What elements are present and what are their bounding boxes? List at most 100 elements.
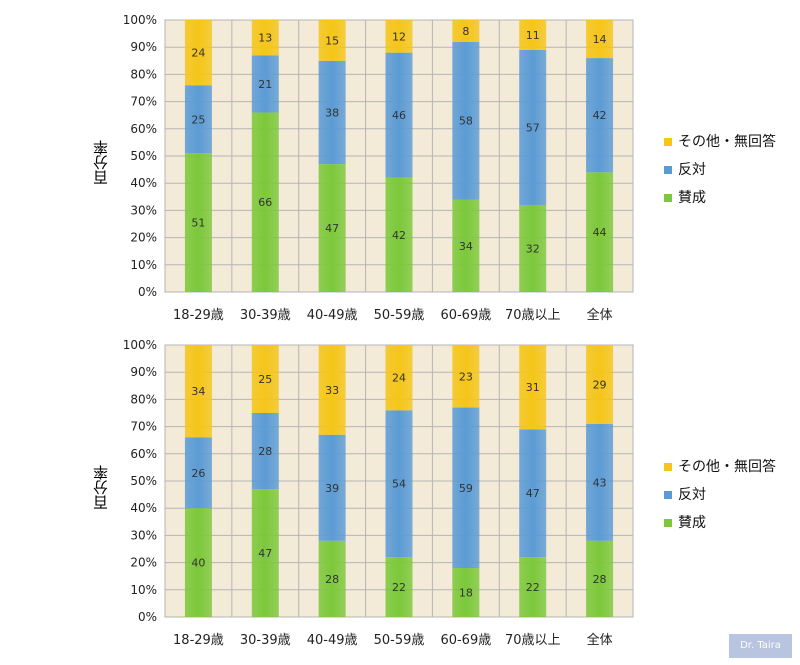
bar-segment-oppose (519, 429, 547, 558)
y-tick-label: 60% (130, 122, 157, 136)
female-stacked-bar-chart: 0% 10% 20% 30% 40% 50% 60% 70% 80% 90% 100% 40 26 34 1… (123, 338, 634, 648)
bar-segment-other (519, 345, 547, 430)
bar-segment-other (318, 345, 346, 435)
data-label: 15 (325, 34, 339, 47)
bar-segment-approve (385, 557, 413, 617)
bar-segment-other (586, 20, 614, 59)
x-tick-label: 18-29歳 (173, 308, 224, 323)
data-label: 32 (526, 242, 540, 255)
data-label: 58 (459, 115, 473, 128)
data-label: 21 (258, 78, 272, 91)
y-tick-label: 40% (130, 176, 157, 190)
x-tick-label: 70歳以上 (505, 308, 561, 323)
y-tick-label: 80% (130, 67, 157, 81)
legend-item-approve: 賛成 (664, 512, 706, 532)
data-label: 57 (526, 121, 540, 134)
y-tick-label: 20% (130, 231, 157, 245)
bar-segment-approve (586, 172, 614, 292)
bar-segment-oppose (452, 407, 480, 569)
bar-segment-oppose (251, 413, 279, 490)
legend-swatch-approve (664, 194, 672, 202)
y-tick-label: 80% (130, 392, 157, 406)
data-label: 47 (325, 222, 339, 235)
x-tick-label: 30-39歳 (240, 308, 291, 323)
y-tick-label: 10% (130, 583, 157, 597)
bar-segment-approve (318, 540, 346, 617)
legend-item-oppose: 反対 (664, 159, 706, 179)
bar-segment-approve (519, 204, 547, 292)
y-tick-label: 30% (130, 203, 157, 217)
bar-segment-oppose (385, 52, 413, 178)
legend-swatch-other (664, 138, 672, 146)
y-tick-label: 100% (123, 338, 157, 352)
y-tick-label: 50% (130, 474, 157, 488)
bar-segment-oppose (385, 410, 413, 558)
bar-segment-approve (586, 540, 614, 617)
watermark: Dr. Taira (729, 634, 792, 658)
x-tick-label: 30-39歳 (240, 633, 291, 648)
bar-segment-oppose (318, 434, 346, 541)
legend-label-oppose: 反対 (678, 162, 706, 178)
y-tick-label: 60% (130, 447, 157, 461)
bar-segment-other (586, 345, 614, 424)
x-tick-label: 50-59歳 (374, 308, 425, 323)
data-label: 25 (258, 373, 272, 386)
data-label: 31 (526, 381, 540, 394)
bar-segment-other (385, 345, 413, 411)
bar-segment-oppose (586, 58, 614, 173)
data-label: 51 (191, 217, 205, 230)
legend-label-approve: 賛成 (678, 190, 706, 206)
x-tick-label: 40-49歳 (307, 308, 358, 323)
data-label: 42 (392, 229, 406, 242)
female-badge: 女性 (33, 352, 68, 372)
bar-segment-oppose (586, 423, 614, 541)
data-label: 18 (459, 587, 473, 600)
bar-segment-approve (184, 508, 212, 617)
bar-segment-other (519, 20, 547, 50)
x-tick-label: 60-69歳 (440, 308, 491, 323)
data-label: 44 (593, 226, 607, 239)
bar-segment-oppose (452, 41, 480, 200)
y-tick-label: 100% (123, 13, 157, 27)
data-label: 12 (392, 30, 406, 43)
data-label: 29 (593, 378, 607, 391)
bar-segment-oppose (184, 437, 212, 509)
y-tick-label: 70% (130, 420, 157, 434)
y-tick-label: 0% (138, 610, 157, 624)
legend-item-oppose: 反対 (664, 484, 706, 504)
data-label: 23 (459, 370, 473, 383)
y-tick-label: 90% (130, 365, 157, 379)
data-label: 26 (191, 467, 205, 480)
y-tick-label: 70% (130, 95, 157, 109)
bar-segment-approve (184, 153, 212, 292)
bar-segment-approve (385, 177, 413, 292)
bar-segment-other (251, 345, 279, 413)
x-tick-label: 40-49歳 (307, 633, 358, 648)
bar-segment-oppose (184, 85, 212, 154)
y-tick-label: 90% (130, 40, 157, 54)
bar-segment-approve (251, 112, 279, 292)
data-label: 14 (593, 33, 607, 46)
y-tick-label: 30% (130, 528, 157, 542)
legend-label-other: その他・無回答 (678, 134, 776, 150)
x-tick-label: 70歳以上 (505, 633, 561, 648)
bar-segment-other (251, 20, 279, 56)
data-label: 22 (392, 581, 406, 594)
legend-item-approve: 賛成 (664, 187, 706, 207)
data-label: 11 (526, 29, 540, 42)
data-label: 28 (593, 573, 607, 586)
legend-item-other: その他・無回答 (664, 131, 776, 151)
data-label: 46 (392, 109, 406, 122)
bar-segment-other (184, 345, 212, 438)
legend-label-other: その他・無回答 (678, 459, 776, 475)
data-label: 66 (258, 196, 272, 209)
data-label: 47 (526, 487, 540, 500)
y-tick-label: 40% (130, 501, 157, 515)
x-tick-label: 全体 (587, 632, 613, 648)
data-label: 8 (462, 25, 469, 38)
bar-segment-oppose (519, 49, 547, 205)
male-badge: 男性 (33, 30, 68, 50)
bar-segment-other (385, 20, 413, 53)
data-label: 38 (325, 106, 339, 119)
bar-segment-oppose (251, 55, 279, 113)
